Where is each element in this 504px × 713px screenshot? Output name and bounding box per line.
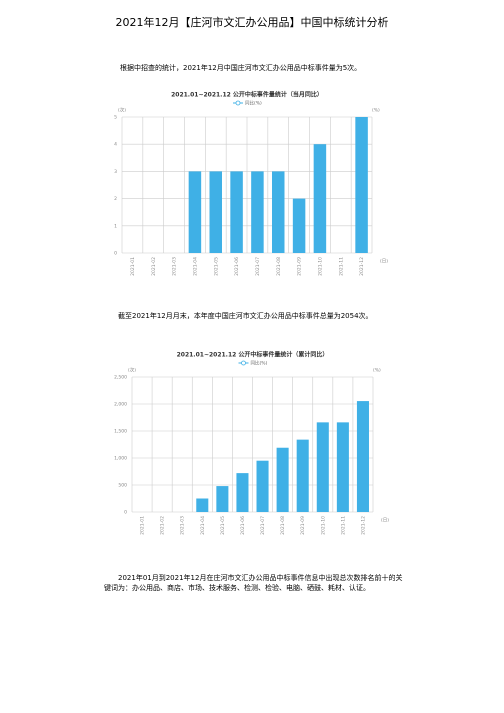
y-tick-label: 3 [114,169,117,175]
bar [276,447,289,512]
x-tick-label: 2021-01 [140,516,146,535]
x-tick-label: 2021-03 [172,257,178,276]
paragraph: 截至2021年12月月末，本年度中国庄河市文汇办公用品中标事件总量为2054次。 [118,312,373,320]
bar [251,171,264,253]
bar [256,460,269,512]
x-tick-label: 2021-10 [317,257,323,276]
x-tick-label: 2021-07 [260,516,266,535]
x-tick-label: 2021-11 [338,257,344,276]
bar [272,171,285,253]
x-tick-label: 2021-02 [151,257,157,276]
x-tick-label: 2021-12 [360,516,366,535]
x-tick-label: 2021-09 [300,516,306,535]
bar [209,171,222,253]
x-tick-label: 2021-04 [192,257,198,276]
legend-label: 同比(%) [251,360,268,367]
y-tick-label: 2,500 [114,375,127,381]
x-tick-label: 2021-08 [280,516,286,535]
x-tick-label: 2021-09 [297,257,303,276]
bar [216,486,229,512]
x-tick-label: 2021-01 [130,257,136,276]
x-tick-label: 2021-04 [200,516,206,535]
x-tick-label: 2021-07 [255,257,261,276]
y-tick-label: 500 [118,483,127,489]
x-axis-label: (日) [381,518,389,524]
x-tick-label: 2021-10 [320,516,326,535]
chart-title: 2021.01~2021.12 公开中标事件量统计（累计同比） [177,351,329,359]
y-tick-label: 0 [124,510,127,516]
paragraph: 根据中招查的统计，2021年12月中国庄河市文汇办公用品中标事件量为5次。 [120,64,362,72]
y-tick-label: 2 [114,196,117,202]
y-tick-label: 1,000 [114,456,127,462]
y-tick-label: 4 [114,142,117,148]
legend-icon [241,360,246,366]
bar [236,473,249,512]
legend-icon [235,100,241,106]
y-tick-label: 5 [114,115,117,121]
bar [292,198,306,253]
paragraph: 2021年01月到2021年12月在庄河市文汇办公用品中标事件信息中出现总次数排… [104,574,403,592]
x-tick-label: 2021-05 [213,257,219,276]
x-tick-label: 2021-11 [340,516,346,535]
y2-axis-label: (%) [373,368,381,374]
x-tick-label: 2021-03 [180,516,186,535]
y-tick-label: 0 [114,251,117,257]
x-axis-label: (日) [380,259,388,265]
chart: 2021.01~2021.12 公开中标事件量统计（累计同比）同比(%) (次) (… [114,351,389,535]
bar [313,144,327,253]
y-axis-label: (次) [118,107,126,114]
x-tick-label: 2021-06 [240,516,246,535]
x-tick-label: 2021-12 [359,257,365,276]
bar [356,401,369,512]
bar [196,498,209,512]
y-tick-label: 1,500 [114,429,127,435]
doc-title: 2021年12月【庄河市文汇办公用品】中国中标统计分析 [115,16,389,29]
x-tick-label: 2021-06 [234,257,240,276]
chart: 2021.01~2021.12 公开中标事件量统计（当月同比）同比(%) (次) (… [114,91,388,276]
y-tick-label: 2,000 [114,402,127,408]
bar [355,117,368,253]
bar [230,171,243,253]
y-axis-label: (次) [128,367,136,374]
bar [296,439,309,512]
legend-label: 同比(%) [245,100,262,107]
x-tick-label: 2021-02 [160,516,166,535]
y-tick-label: 1 [114,223,117,229]
bar [188,171,202,253]
chart-title: 2021.01~2021.12 公开中标事件量统计（当月同比） [171,91,323,99]
x-tick-label: 2021-08 [276,257,282,276]
bar [336,422,349,512]
bar [316,422,329,512]
x-tick-label: 2021-05 [220,516,226,535]
y2-axis-label: (%) [372,108,380,114]
